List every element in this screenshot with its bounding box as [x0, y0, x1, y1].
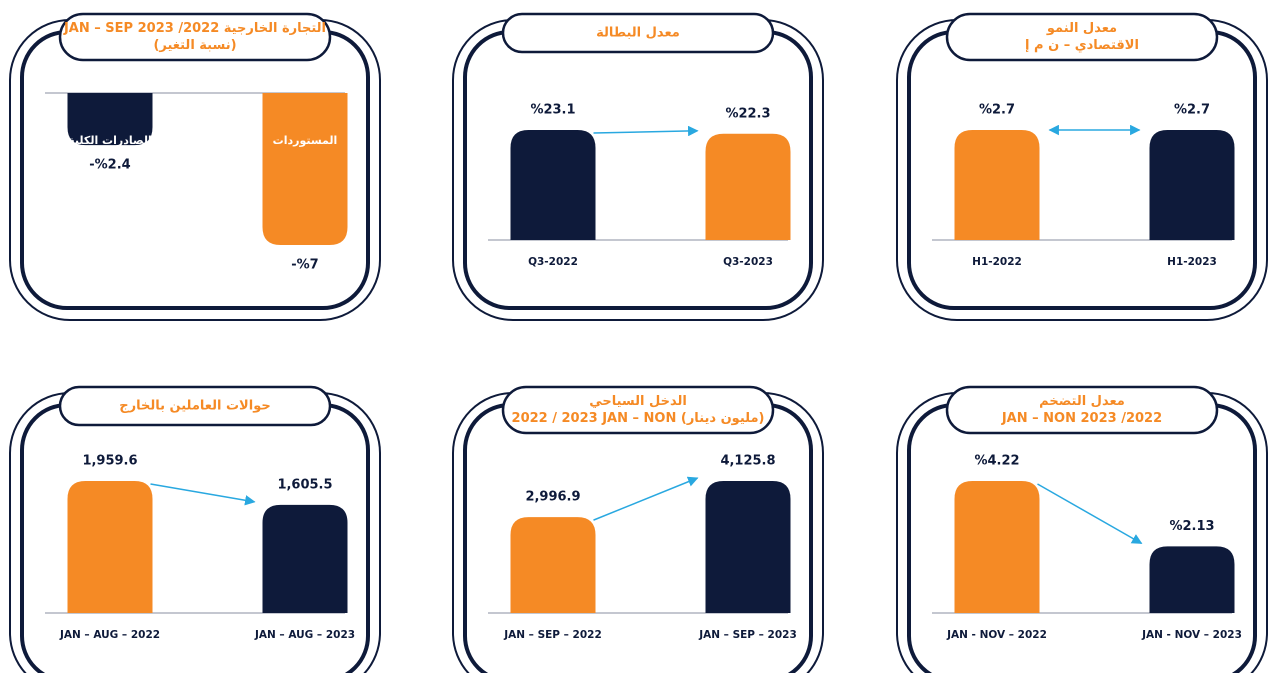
- title-pill: [501, 385, 775, 435]
- value-label: 1,605.5: [277, 477, 332, 492]
- bar: [510, 517, 596, 613]
- panel-title: (نسبة التغير): [153, 38, 236, 53]
- panel-title: الاقتصادي – ن م إ: [1025, 38, 1139, 53]
- panel-title: الدخل السياحي: [589, 394, 687, 409]
- title-pill: [58, 12, 332, 62]
- value-label: 4,125.8: [720, 454, 775, 469]
- panel-title: معدل البطالة: [596, 26, 680, 41]
- category-label: JAN – AUG – 2023: [254, 629, 355, 641]
- title-pill: [945, 385, 1219, 435]
- bar-label: المستوردات: [273, 134, 338, 147]
- bar-label: الصادرات الكلية: [68, 134, 151, 147]
- category-label: Q3-2022: [528, 256, 578, 268]
- panel-title: التجارة الخارجية 2022/ 2023 JAN – SEP: [63, 21, 326, 36]
- title-pill: [945, 12, 1219, 62]
- panel-title: معدل التضخم: [1039, 394, 1125, 409]
- category-label: Q3-2023: [723, 256, 773, 268]
- category-label: JAN - NOV – 2023: [1141, 629, 1242, 641]
- bar: [705, 133, 791, 240]
- bar: [954, 130, 1040, 240]
- bar: [67, 481, 153, 613]
- value-label: 2,996.9: [525, 490, 580, 505]
- category-label: JAN – SEP – 2022: [503, 629, 602, 641]
- category-label: JAN - NOV – 2022: [946, 629, 1047, 641]
- title-pill: [501, 12, 775, 54]
- value-label: %2.7: [1174, 103, 1210, 118]
- category-label: H1-2022: [972, 256, 1022, 268]
- category-label: JAN – SEP – 2023: [698, 629, 797, 641]
- bar: [510, 130, 596, 240]
- trend-arrow: [1037, 483, 1143, 545]
- bar: [1149, 546, 1235, 613]
- panel-title: JAN – NON 2023 /2022: [1001, 411, 1162, 426]
- bar: [262, 93, 348, 245]
- bar: [954, 481, 1040, 613]
- trend-arrow: [150, 483, 256, 506]
- category-label: JAN – AUG – 2022: [59, 629, 160, 641]
- bar: [262, 504, 348, 613]
- category-label: H1-2023: [1167, 256, 1217, 268]
- panel-title: حوالات العاملين بالخارج: [119, 399, 270, 414]
- trend-arrow: [593, 476, 699, 521]
- value-label: -%7: [291, 258, 318, 273]
- value-label: 1,959.6: [82, 454, 137, 469]
- trend-arrow: [593, 125, 699, 137]
- panel-title: 2022 / 2023 JAN – NON (مليون دينار): [512, 411, 765, 426]
- bar: [705, 481, 791, 613]
- value-label: %2.7: [979, 103, 1015, 118]
- value-label: %4.22: [974, 454, 1019, 469]
- value-label: -%2.4: [89, 158, 130, 173]
- value-label: %2.13: [1169, 519, 1214, 534]
- value-label: %23.1: [530, 103, 575, 118]
- bar: [1149, 130, 1235, 240]
- bar: [67, 93, 153, 146]
- value-label: %22.3: [725, 106, 770, 121]
- panel-title: معدل النمو: [1046, 21, 1117, 36]
- title-pill: [58, 385, 332, 427]
